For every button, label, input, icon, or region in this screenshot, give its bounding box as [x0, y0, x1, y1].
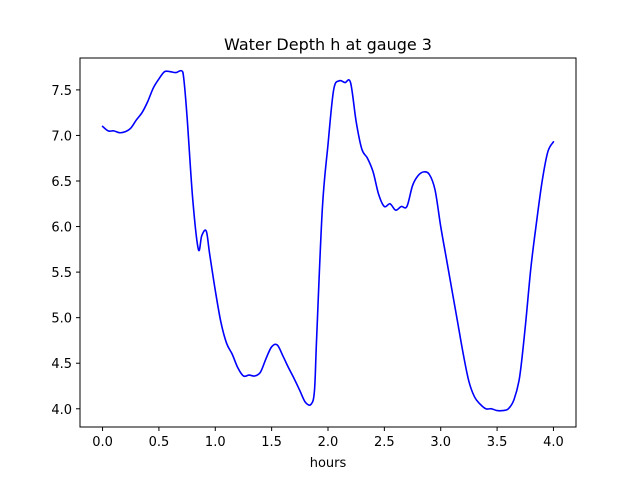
y-tick-label: 4.0	[51, 403, 72, 418]
plot-area-frame	[79, 57, 577, 428]
x-tick-label: 2.5	[374, 435, 395, 450]
x-axis-label: hours	[310, 456, 347, 471]
x-tick-label: 1.5	[261, 435, 282, 450]
series-line	[101, 69, 555, 412]
y-tick-label: 6.5	[51, 175, 72, 190]
x-tick-label: 0.0	[92, 435, 113, 450]
y-tick-label: 7.5	[51, 84, 72, 99]
x-tick-label: 3.0	[430, 435, 451, 450]
x-tick-label: 2.0	[318, 435, 339, 450]
y-axis: 4.0 4.5 5.0 5.5 6.0 6.5 7.0 7.5	[51, 84, 80, 418]
plot-series-layer	[101, 69, 555, 412]
x-tick-label: 3.5	[487, 435, 508, 450]
y-tick-label: 5.0	[51, 312, 72, 327]
x-tick-label: 1.0	[205, 435, 226, 450]
x-tick-label: 0.5	[149, 435, 170, 450]
y-tick-label: 7.0	[51, 129, 72, 144]
chart-title: Water Depth h at gauge 3	[224, 35, 432, 54]
x-axis: 0.0 0.5 1.0 1.5 2.0 2.5 3.0 3.5 4.0	[92, 427, 564, 450]
y-tick-label: 4.5	[51, 357, 72, 372]
x-tick-label: 4.0	[543, 435, 564, 450]
y-tick-label: 5.5	[51, 266, 72, 281]
y-tick-label: 6.0	[51, 221, 72, 236]
